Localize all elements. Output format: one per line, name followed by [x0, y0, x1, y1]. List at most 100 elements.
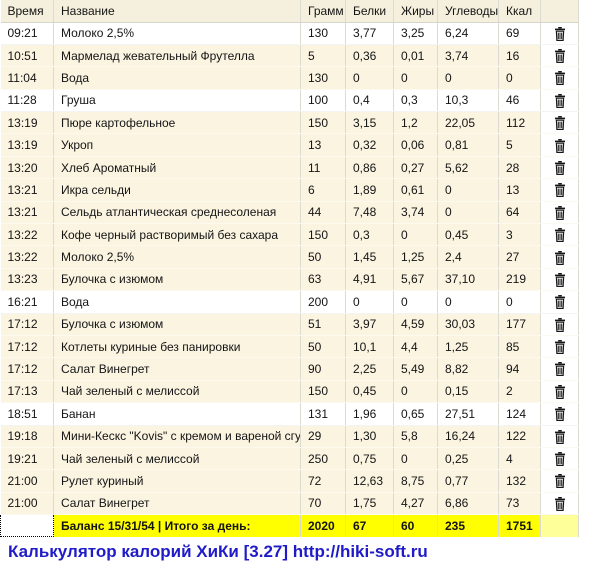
trash-icon: [554, 340, 565, 355]
table-row[interactable]: 17:12 Салат Винегрет 90 2,25 5,49 8,82 9…: [0, 357, 579, 381]
delete-button[interactable]: [554, 452, 566, 467]
table-row[interactable]: 10:51 Мармелад жевательный Фрутелла 5 0,…: [0, 44, 579, 68]
delete-button[interactable]: [554, 295, 566, 310]
table-row[interactable]: 13:20 Хлеб Ароматный 11 0,86 0,27 5,62 2…: [0, 156, 579, 180]
table-row[interactable]: 17:12 Булочка с изюмом 51 3,97 4,59 30,0…: [0, 313, 579, 336]
time-cell: 13:19: [0, 111, 54, 135]
table-row[interactable]: 09:21 Молоко 2,5% 130 3,77 3,25 6,24 69: [0, 22, 579, 45]
time-cell: 13:20: [0, 156, 54, 180]
column-header-carbs[interactable]: Углеводы: [437, 0, 499, 23]
delete-button[interactable]: [554, 474, 566, 489]
delete-button[interactable]: [554, 317, 566, 332]
protein-cell: 0,32: [345, 133, 394, 157]
grams-cell: 13: [300, 133, 346, 157]
grams-cell: 70: [300, 492, 346, 516]
column-header-fat[interactable]: Жиры: [393, 0, 438, 23]
fat-cell: 0,65: [393, 402, 438, 426]
trash-icon: [554, 138, 565, 153]
delete-button[interactable]: [554, 228, 566, 243]
table-row[interactable]: 13:22 Кофе черный растворимый без сахара…: [0, 223, 579, 247]
time-cell: 13:21: [0, 201, 54, 225]
column-header-kcal[interactable]: Ккал: [498, 0, 541, 23]
fat-cell: 4,27: [393, 492, 438, 516]
food-name-cell: Кофе черный растворимый без сахара: [53, 223, 301, 247]
delete-button[interactable]: [554, 116, 566, 131]
table-row[interactable]: 11:28 Груша 100 0,4 0,3 10,3 46: [0, 89, 579, 113]
table-row[interactable]: 13:23 Булочка с изюмом 63 4,91 5,67 37,1…: [0, 268, 579, 292]
protein-cell: 1,45: [345, 245, 394, 269]
trash-icon: [554, 116, 565, 131]
table-row[interactable]: 13:19 Укроп 13 0,32 0,06 0,81 5: [0, 133, 579, 157]
trash-icon: [554, 429, 565, 444]
kcal-cell: 13: [498, 178, 541, 202]
table-row[interactable]: 13:21 Сельдь атлантическая среднесоленая…: [0, 201, 579, 225]
food-name-cell: Вода: [53, 290, 301, 314]
selected-empty-cell[interactable]: [0, 514, 54, 538]
app-title: Калькулятор калорий ХиКи [3.27]: [8, 542, 293, 562]
fat-cell: 3,25: [393, 22, 438, 45]
table-row[interactable]: 17:13 Чай зеленый с мелиссой 150 0,45 0 …: [0, 380, 579, 404]
delete-button[interactable]: [554, 496, 566, 511]
table-row[interactable]: 13:22 Молоко 2,5% 50 1,45 1,25 2,4 27: [0, 245, 579, 269]
delete-button[interactable]: [554, 362, 566, 377]
table-row[interactable]: 16:21 Вода 200 0 0 0 0: [0, 290, 579, 314]
delete-button[interactable]: [554, 26, 566, 41]
table-row[interactable]: 11:04 Вода 130 0 0 0 0: [0, 66, 579, 90]
grams-cell: 5: [300, 44, 346, 68]
table-row[interactable]: 19:18 Мини-Кескс "Kovis" с кремом и варе…: [0, 425, 579, 448]
carbs-cell: 0: [437, 290, 499, 314]
carbs-cell: 8,82: [437, 357, 499, 381]
delete-button[interactable]: [554, 160, 566, 175]
table-row[interactable]: 13:21 Икра сельди 6 1,89 0,61 0 13: [0, 178, 579, 202]
delete-button[interactable]: [554, 205, 566, 220]
delete-button[interactable]: [554, 93, 566, 108]
kcal-cell: 3: [498, 223, 541, 247]
fat-cell: 0,06: [393, 133, 438, 157]
table-row[interactable]: 18:51 Банан 131 1,96 0,65 27,51 124: [0, 402, 579, 426]
delete-cell: [540, 425, 579, 448]
kcal-cell: 73: [498, 492, 541, 516]
trash-icon: [554, 228, 565, 243]
delete-button[interactable]: [554, 407, 566, 422]
time-cell: 17:12: [0, 357, 54, 381]
fat-cell: 0: [393, 380, 438, 404]
food-name-cell: Рулет куриный: [53, 469, 301, 493]
delete-button[interactable]: [554, 272, 566, 287]
app-url-link[interactable]: http://hiki-soft.ru: [292, 542, 428, 562]
kcal-cell: 122: [498, 425, 541, 448]
delete-button[interactable]: [554, 250, 566, 265]
column-header-time[interactable]: Время: [0, 0, 54, 23]
delete-button[interactable]: [554, 138, 566, 153]
kcal-cell: 94: [498, 357, 541, 381]
column-header-protein[interactable]: Белки: [345, 0, 394, 23]
trash-icon: [554, 250, 565, 265]
table-row[interactable]: 19:21 Чай зеленый с мелиссой 250 0,75 0 …: [0, 447, 579, 471]
fat-cell: 0,01: [393, 44, 438, 68]
table-row[interactable]: 21:00 Рулет куриный 72 12,63 8,75 0,77 1…: [0, 469, 579, 493]
kcal-cell: 0: [498, 290, 541, 314]
column-header-name[interactable]: Название: [53, 0, 301, 23]
delete-cell: [540, 268, 579, 292]
table-row[interactable]: 21:00 Салат Винегрет 70 1,75 4,27 6,86 7…: [0, 492, 579, 516]
delete-button[interactable]: [554, 49, 566, 63]
delete-button[interactable]: [554, 71, 566, 86]
delete-button[interactable]: [554, 183, 566, 198]
food-name-cell: Сельдь атлантическая среднесоленая: [53, 201, 301, 225]
delete-button[interactable]: [554, 384, 566, 399]
delete-cell: [540, 66, 579, 90]
carbs-cell: 0: [437, 178, 499, 202]
column-header-grams[interactable]: Грамм: [300, 0, 346, 23]
food-name-cell: Икра сельди: [53, 178, 301, 202]
delete-button[interactable]: [554, 340, 566, 355]
fat-cell: 0: [393, 66, 438, 90]
food-name-cell: Молоко 2,5%: [53, 245, 301, 269]
delete-cell: [540, 380, 579, 404]
time-cell: 13:21: [0, 178, 54, 202]
table-row[interactable]: 13:19 Пюре картофельное 150 3,15 1,2 22,…: [0, 111, 579, 135]
kcal-cell: 46: [498, 89, 541, 113]
protein-cell: 3,15: [345, 111, 394, 135]
delete-button[interactable]: [554, 429, 566, 444]
time-cell: 17:12: [0, 335, 54, 359]
table-row[interactable]: 17:12 Котлеты куриные без панировки 50 1…: [0, 335, 579, 359]
protein-cell: 10,1: [345, 335, 394, 359]
